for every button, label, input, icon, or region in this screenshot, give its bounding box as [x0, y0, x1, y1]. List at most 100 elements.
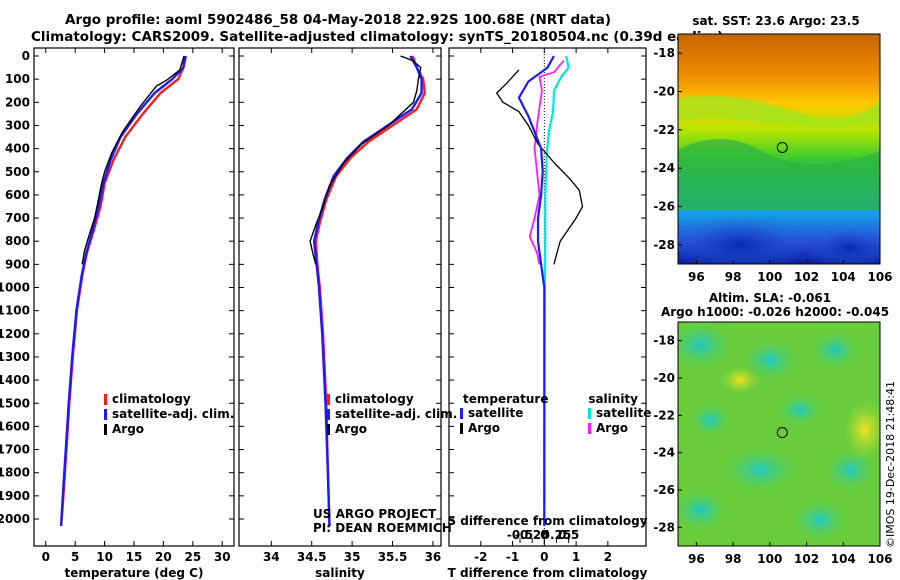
map-x-tick-label: 106 [867, 552, 892, 566]
map-y-tick-label: -22 [653, 123, 675, 137]
y-tick-label: 1800 [0, 466, 30, 480]
legend-temperature-swatch-0 [104, 394, 107, 405]
y-tick-label: 300 [5, 118, 30, 132]
legend-s-label-1: Argo [596, 421, 628, 435]
y-tick-label: 200 [5, 95, 30, 109]
legend-t-swatch-1 [460, 423, 463, 434]
legend-s-swatch-1 [588, 423, 591, 434]
legend-salinity-swatch-1 [327, 409, 330, 420]
sla-anomaly-blob [790, 498, 850, 542]
title-line-2: Climatology: CARS2009. Satellite-adjuste… [31, 29, 724, 45]
y-tick-label: 2000 [0, 512, 30, 526]
map-y-tick-label: -20 [653, 371, 675, 385]
series-line-t-satellite [517, 55, 555, 526]
sst-cold-patch [805, 226, 880, 264]
map-frame-sat_sst [677, 33, 881, 265]
y-tick-label: 400 [5, 142, 30, 156]
x-axis-label: T difference from climatology [448, 566, 648, 580]
map-x-tick-label: 96 [688, 552, 705, 566]
sla-anomaly-blob [688, 402, 732, 438]
y-tick-label: 1600 [0, 419, 30, 433]
legend-temperature-label-1: satellite-adj. clim. [112, 407, 234, 421]
legend-salinity-label-1: satellite-adj. clim. [335, 407, 457, 421]
y-tick-label: 700 [5, 211, 30, 225]
legend-temperature-label-0: climatology [112, 392, 191, 406]
map-frame-altimetry [677, 321, 881, 547]
x-axis-label: temperature (deg C) [65, 566, 204, 580]
map-y-tick-label: -24 [653, 161, 675, 175]
s-tick-label: 0.25 [542, 528, 572, 542]
x-tick-label: 2 [604, 550, 612, 564]
legend-t-label-1: Argo [468, 421, 500, 435]
y-tick-label: 800 [5, 234, 30, 248]
map-x-tick-label: 106 [867, 270, 892, 284]
s-tick-label: 0.5 [558, 528, 579, 542]
y-tick-label: 1500 [0, 396, 30, 410]
x-tick-label: 36 [425, 550, 442, 564]
sst-cold-patch [678, 215, 810, 264]
series-line-s-argo [528, 60, 565, 265]
sla-anomaly-blob [720, 446, 800, 494]
x-tick-label: 30 [214, 550, 231, 564]
map-image-altimetry [678, 322, 880, 546]
float-location-marker [776, 427, 788, 439]
x-tick-label: 25 [184, 550, 201, 564]
legend-temperature-swatch-1 [104, 409, 107, 420]
map-x-tick-label: 102 [794, 270, 819, 284]
map-x-tick-label: 100 [757, 270, 782, 284]
y-tick-label: 1000 [0, 281, 30, 295]
x-tick-label: 34 [263, 550, 280, 564]
map-y-tick-label: -20 [653, 85, 675, 99]
sla-anomaly-blob [720, 366, 760, 394]
x-tick-label: -2 [474, 550, 487, 564]
legend-salinity-label-0: climatology [335, 392, 414, 406]
map-x-tick-label: 102 [794, 552, 819, 566]
legend-s-swatch-0 [588, 408, 591, 419]
y-tick-label: 500 [5, 165, 30, 179]
x-tick-label: 0 [540, 550, 548, 564]
x-tick-label: 15 [126, 550, 143, 564]
panel-frame-difference [448, 47, 647, 547]
sst-lime-band [678, 95, 880, 127]
map-x-tick-label: 98 [725, 270, 742, 284]
s-axis-label: S difference from climatology [447, 514, 647, 528]
series-line-argo [81, 55, 185, 265]
map-x-tick-label: 104 [831, 270, 856, 284]
series-line-argo [309, 55, 422, 265]
legend-t-label-0: satellite [468, 406, 523, 420]
x-tick-label: 20 [155, 550, 172, 564]
x-tick-label: 35 [344, 550, 361, 564]
map-x-tick-label: 104 [831, 552, 856, 566]
s-tick-label: -0.25 [515, 528, 550, 542]
altimetry-map-title: Altim. SLA: -0.061 [709, 291, 831, 305]
panel-frame-temperature [33, 47, 235, 547]
pi-credit: PI: DEAN ROEMMICH [313, 521, 452, 535]
map-y-tick-label: -26 [653, 200, 675, 214]
legend-salinity-swatch-0 [327, 394, 330, 405]
y-tick-label: 1200 [0, 327, 30, 341]
altimetry-map-subtitle: Argo h1000: -0.026 h2000: -0.045 [661, 305, 889, 319]
x-axis-label: salinity [315, 566, 365, 580]
x-tick-label: 0 [42, 550, 50, 564]
map-y-tick-label: -28 [653, 520, 675, 534]
map-x-tick-label: 96 [688, 270, 705, 284]
legend-salinity-label-2: Argo [335, 422, 367, 436]
y-tick-label: 900 [5, 257, 30, 271]
sla-anomaly-blob [809, 330, 861, 370]
series-line-s-satellite [543, 55, 570, 526]
legend-temperature-label-2: Argo [112, 422, 144, 436]
y-tick-label: 600 [5, 188, 30, 202]
x-tick-label: -1 [506, 550, 519, 564]
sla-anomaly-blob [843, 400, 880, 460]
x-tick-label: 35.5 [378, 550, 408, 564]
series-line-t-argo [496, 69, 584, 265]
y-tick-label: 0 [22, 49, 30, 63]
y-tick-label: 100 [5, 72, 30, 86]
x-tick-label: 10 [96, 550, 113, 564]
map-y-tick-label: -24 [653, 446, 675, 460]
map-y-tick-label: -18 [653, 334, 675, 348]
legend-t-title: temperature [463, 392, 548, 406]
project-credit: US ARGO PROJECT [313, 507, 437, 521]
y-tick-label: 1400 [0, 373, 30, 387]
